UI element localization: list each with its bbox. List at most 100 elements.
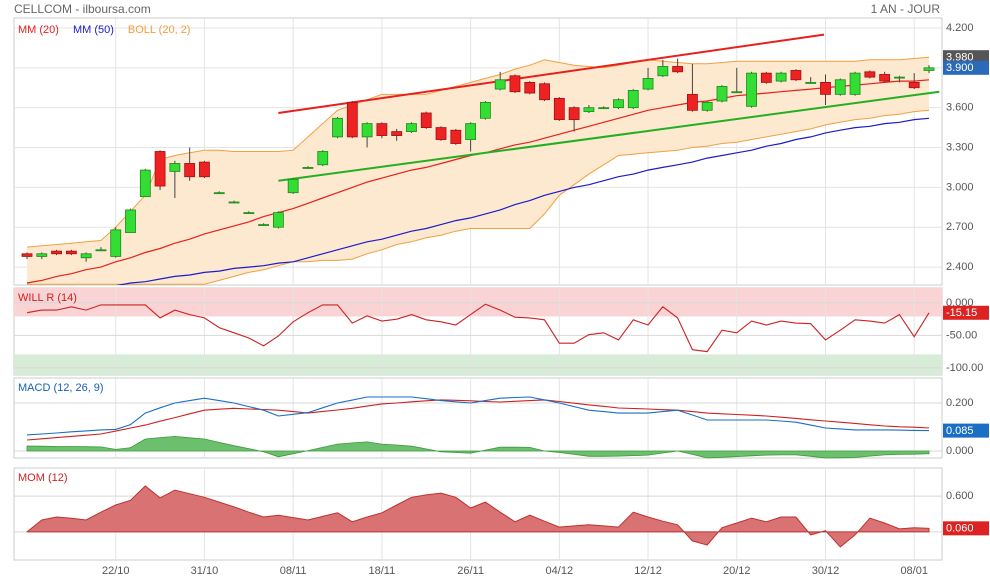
candle-body (820, 82, 831, 95)
y-tick-label: 3.000 (946, 181, 974, 193)
candle-body (864, 71, 876, 78)
candle-body (213, 192, 225, 195)
y-tick-label: 2.400 (946, 261, 974, 273)
momentum-area (26, 485, 930, 548)
x-tick-label: 30/12 (812, 565, 840, 577)
candle-body (258, 224, 269, 226)
candle-body (494, 79, 506, 90)
candle-body (435, 127, 447, 140)
trend-line (278, 33, 825, 114)
candle-body (139, 169, 151, 198)
candle-body (420, 112, 432, 128)
candle-body (228, 201, 240, 204)
candle-body (775, 72, 787, 82)
y-tick-label: -100.00 (946, 362, 983, 374)
candle-body (746, 72, 757, 107)
value-tag (943, 60, 989, 75)
y-tick-label: 3.300 (946, 141, 974, 153)
candle-body (287, 178, 299, 194)
candle-body (169, 163, 181, 172)
candle-body (51, 250, 62, 255)
y-tick-label: 0.000 (946, 445, 974, 457)
legend-entry: MM (20) (18, 24, 59, 36)
x-tick-label: 08/01 (900, 565, 928, 577)
y-tick-label: 4.200 (946, 22, 974, 34)
candle-body (272, 212, 284, 228)
page-title: CELLCOM - ilboursa.com (14, 2, 151, 16)
candle-body (125, 209, 136, 233)
value-tag (943, 50, 989, 65)
candle-body (701, 101, 713, 111)
panel-title: MACD (12, 26, 9) (18, 382, 104, 394)
candle-body (479, 101, 491, 119)
x-tick-label: 08/11 (280, 565, 307, 577)
y-tick-label: 0.200 (946, 397, 974, 409)
candle-body (36, 253, 48, 257)
trend-line (278, 90, 940, 182)
candle-body (642, 78, 654, 90)
zone (14, 354, 942, 375)
band-area (27, 57, 929, 285)
value-tag (943, 521, 989, 536)
candle-body (598, 107, 610, 110)
candle-body (465, 123, 477, 140)
candle-body (184, 163, 196, 178)
candle-body (894, 76, 905, 79)
value-tag-label: 3.980 (946, 52, 974, 64)
candle-body (613, 99, 624, 109)
zone (14, 288, 942, 317)
histogram-area (26, 435, 930, 459)
value-tag-label: 3.900 (946, 62, 974, 74)
candle-body (583, 107, 595, 113)
candle-body (908, 82, 920, 89)
candle-body (849, 72, 861, 95)
x-tick-label: 12/12 (634, 565, 662, 577)
value-tag-label: -15.15 (946, 307, 977, 319)
x-tick-label: 04/12 (546, 565, 574, 577)
value-tag-label: 0.060 (946, 523, 974, 535)
macd-line (26, 396, 930, 436)
legend-entry: MM (50) (73, 24, 114, 36)
y-tick-label: -50.00 (946, 329, 977, 341)
value-tag-label: 0.085 (946, 425, 974, 437)
candle-body (391, 131, 403, 136)
candle-body (553, 97, 565, 121)
candle-body (243, 212, 255, 215)
candle-body (346, 101, 358, 138)
candle-body (657, 66, 669, 77)
candle-body (716, 86, 728, 102)
indicator-line (26, 303, 930, 353)
candle-body (834, 79, 846, 95)
band-lower (27, 109, 930, 285)
candle-body (524, 82, 536, 94)
value-tag (943, 423, 989, 438)
x-tick-label: 31/10 (191, 565, 219, 577)
candle-body (879, 74, 891, 82)
y-tick-label: 3.600 (946, 102, 974, 114)
candle-body (361, 123, 373, 138)
candle-body (376, 123, 388, 136)
band-upper (26, 56, 930, 248)
legend-entry: BOLL (20, 2) (128, 24, 191, 36)
candle-body (760, 72, 772, 83)
panel-title: MOM (12) (18, 472, 68, 484)
candle-body (154, 151, 166, 187)
candle-body (923, 67, 935, 71)
candle-body (450, 129, 462, 144)
x-tick-label: 22/10 (102, 565, 130, 577)
candle-body (80, 253, 92, 259)
candle-body (199, 161, 210, 178)
y-tick-label: 0.600 (946, 490, 974, 502)
signal-line (26, 399, 930, 441)
candle-body (317, 151, 329, 166)
period: 1 AN - JOUR (871, 2, 941, 16)
candle-body (672, 66, 684, 73)
candle-body (539, 83, 550, 101)
candle-body (627, 89, 639, 109)
value-tag (943, 305, 989, 320)
candle-body (110, 229, 122, 257)
candle-body (509, 75, 521, 93)
moving-average (116, 117, 930, 285)
candle-body (805, 82, 817, 84)
